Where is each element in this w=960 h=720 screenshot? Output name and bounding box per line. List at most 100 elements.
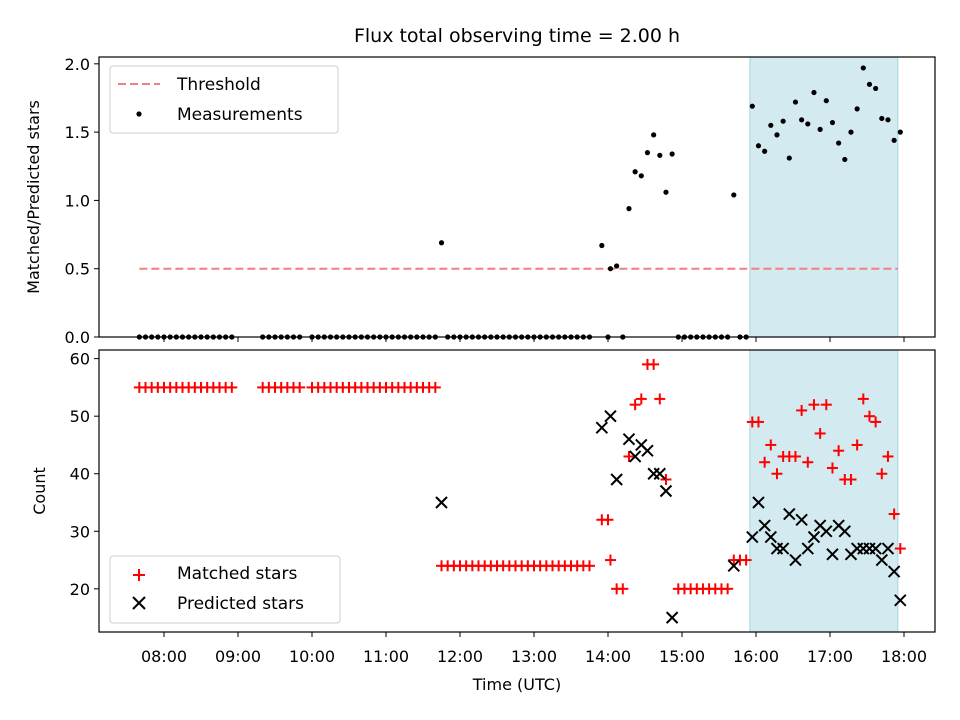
matched-star-point — [752, 416, 764, 428]
predicted-star-point — [595, 421, 609, 434]
x-tick-label: 14:00 — [585, 647, 631, 666]
matched-star-point — [740, 554, 752, 566]
predicted-star-point — [875, 553, 889, 567]
measurement-point — [799, 117, 805, 123]
x-tick-label: 08:00 — [141, 647, 187, 666]
matched-star-point — [789, 450, 801, 462]
predicted-star-point — [622, 432, 636, 446]
matched-star-point — [882, 450, 894, 462]
predicted-star-point — [820, 525, 833, 538]
bottom-legend-box — [109, 555, 341, 624]
predicted-marker-b — [653, 467, 667, 480]
legend-predicted-label: Predicted stars — [177, 594, 304, 614]
predicted-marker-b — [826, 548, 839, 561]
predicted-marker-b — [628, 450, 642, 463]
measurement-point — [792, 99, 799, 105]
matched-star-point — [863, 410, 875, 422]
measurement-point — [836, 140, 842, 146]
predicted-star-point — [604, 409, 617, 423]
top-y-tick-label: 1.0 — [65, 191, 90, 210]
measurement-point — [873, 85, 879, 92]
measurement-point — [632, 169, 638, 175]
matched-star-point — [796, 404, 808, 416]
matched-star-point — [814, 427, 826, 439]
top-y-tick-label: 1.5 — [65, 123, 90, 142]
predicted-marker-b — [764, 530, 778, 544]
x-tick-label: 18:00 — [881, 647, 927, 666]
matched-star-point — [623, 450, 635, 462]
predicted-marker-b — [887, 565, 901, 578]
legend-matched-label: Matched stars — [177, 564, 297, 584]
predicted-star-point — [826, 548, 839, 561]
measurement-point — [657, 152, 663, 158]
predicted-star-point — [783, 507, 796, 521]
measurement-point — [626, 206, 632, 212]
matched-star-point — [888, 508, 900, 520]
matched-star-point — [584, 560, 595, 572]
x-tick-label: 12:00 — [437, 647, 483, 666]
matched-star-point — [294, 381, 306, 393]
predicted-marker-b — [776, 542, 790, 555]
measurement-point — [774, 132, 780, 138]
legend-threshold-label: Threshold — [176, 75, 261, 95]
legend-measurements-swatch — [136, 111, 142, 117]
predicted-marker-b — [727, 559, 741, 573]
measurement-point — [786, 155, 792, 161]
bottom-y-tick-label: 40 — [70, 465, 90, 484]
matched-star-point — [826, 462, 838, 474]
matched-star-point — [759, 456, 771, 468]
measurement-point — [614, 263, 620, 269]
predicted-marker-b — [595, 421, 609, 434]
bottom-y-tick-label: 30 — [70, 522, 90, 541]
measurement-point — [811, 89, 817, 96]
bottom-highlight-region — [749, 349, 899, 633]
predicted-star-point — [838, 525, 852, 538]
bottom-y-tick-label: 60 — [70, 350, 90, 369]
predicted-star-point — [789, 553, 802, 567]
matched-star-point — [857, 393, 869, 405]
matched-star-point — [802, 456, 814, 468]
predicted-star-point — [764, 530, 778, 544]
predicted-star-point — [752, 496, 765, 509]
top-highlight-region — [749, 56, 899, 338]
matched-star-point — [876, 468, 888, 480]
predicted-marker-b — [875, 553, 889, 567]
bottom-panel: 08:00 09:00 10:00 11:00 12:00 13:00 14:00 15:00… — [30, 349, 936, 694]
measurement-point — [651, 132, 657, 138]
x-tick-label: 17:00 — [807, 647, 853, 666]
measurement-point — [438, 240, 445, 246]
matched-star-point — [894, 543, 906, 555]
x-tick-label: 16:00 — [733, 647, 779, 666]
measurement-point — [848, 129, 854, 135]
predicted-star-point — [746, 530, 759, 544]
predicted-marker-b — [869, 542, 882, 555]
measurement-point — [607, 266, 614, 272]
measurement-point — [866, 81, 873, 87]
legend-matched-swatch — [133, 569, 145, 581]
matched-star-point — [617, 583, 629, 595]
predicted-star-point — [727, 559, 741, 573]
measurement-point — [762, 148, 768, 154]
predicted-marker-b — [641, 444, 654, 457]
measurement-point — [829, 119, 836, 126]
measurement-point — [860, 65, 866, 71]
matched-star-point — [429, 381, 441, 393]
predicted-marker-b — [789, 553, 802, 567]
top-legend: Threshold Measurements — [109, 65, 339, 134]
x-tick-label: 15:00 — [659, 647, 705, 666]
matched-star-point — [602, 514, 614, 526]
matched-star-point — [660, 473, 672, 485]
predicted-star-point — [795, 513, 808, 526]
predicted-star-point — [628, 450, 642, 463]
predicted-star-point — [653, 467, 667, 480]
top-legend-box — [109, 65, 339, 134]
matched-star-point — [851, 439, 863, 451]
measurement-point — [817, 126, 823, 132]
predicted-marker-b — [881, 542, 895, 555]
predicted-marker-b — [635, 438, 648, 452]
matched-star-point — [722, 583, 734, 595]
bottom-y-tick-label: 50 — [70, 407, 90, 426]
predicted-marker-b — [435, 496, 448, 509]
matched-star-point — [820, 399, 832, 411]
predicted-star-point — [887, 565, 901, 578]
